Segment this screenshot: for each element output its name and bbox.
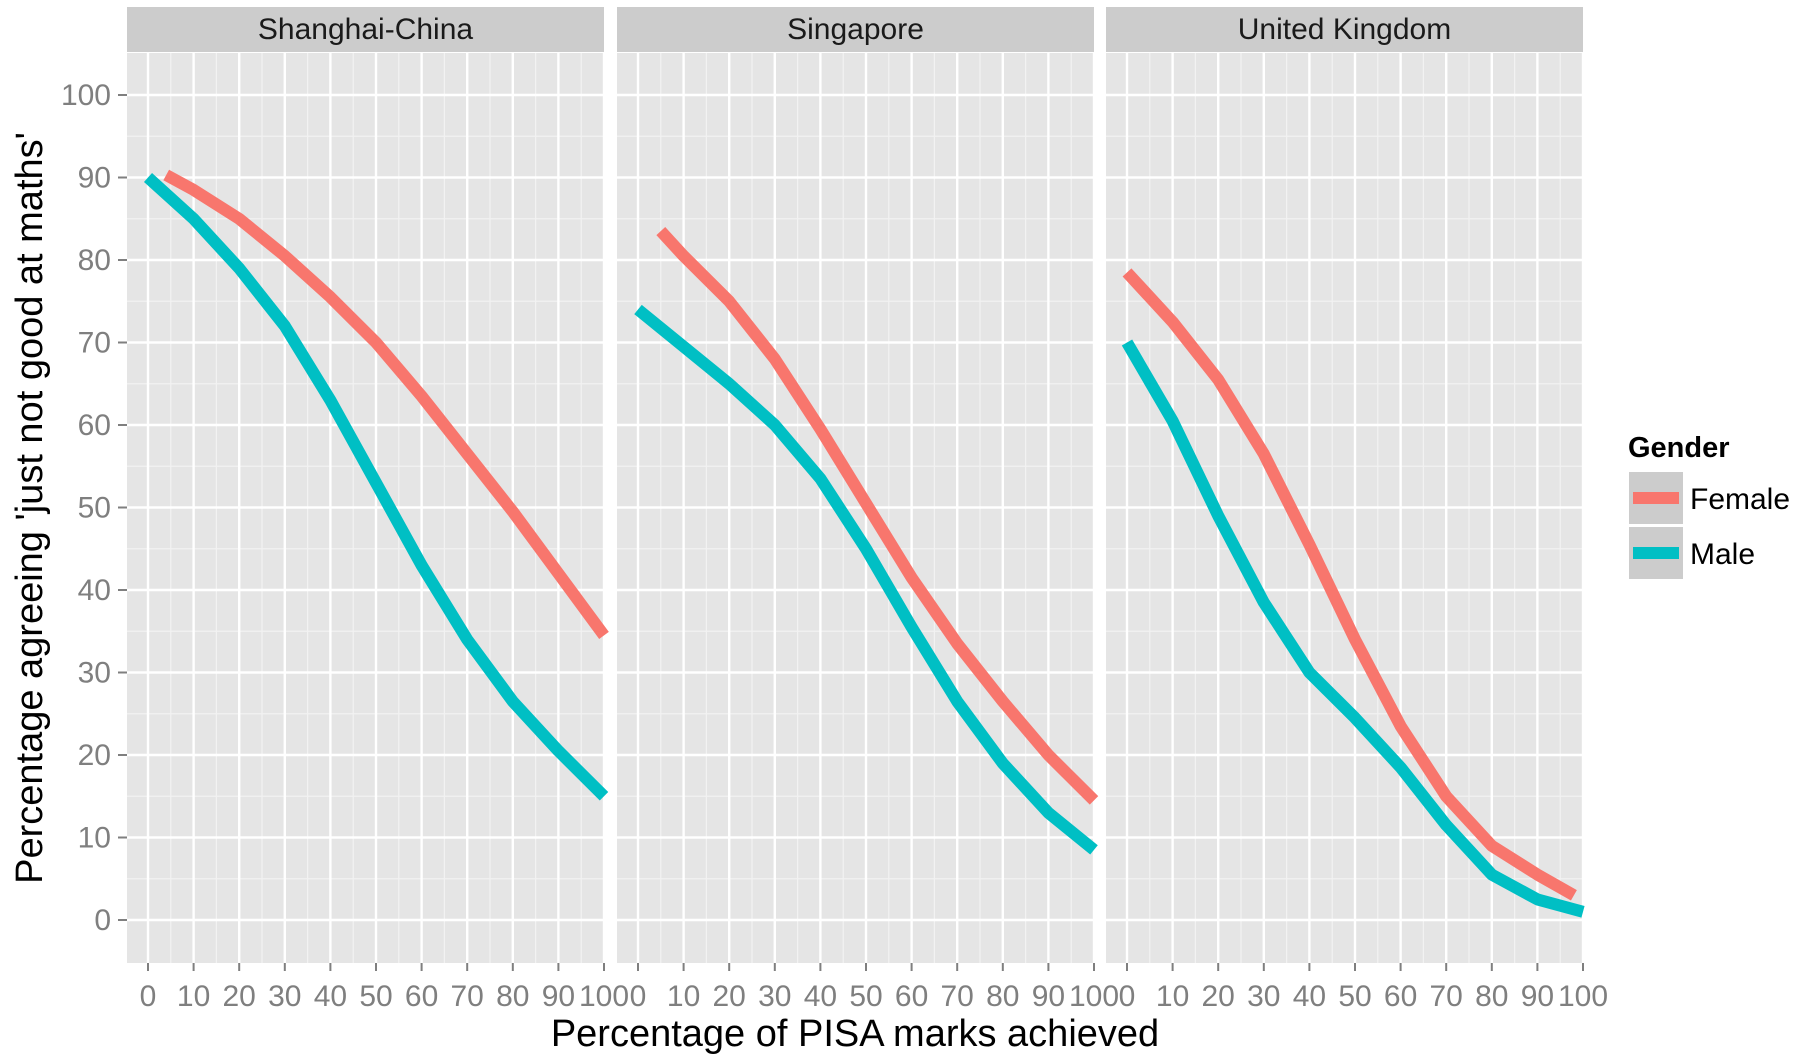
series-line-female [656,227,1099,805]
y-tick-label: 10 [78,822,111,855]
x-tick-label: 60 [895,980,928,1013]
x-axis-title: Percentage of PISA marks achieved [551,1013,1159,1054]
x-tick-label: 10 [667,980,700,1013]
legend-title: Gender [1628,432,1730,464]
y-tick-label: 40 [78,574,111,607]
y-axis-title: Percentage agreeing 'just not good at ma… [9,132,51,884]
x-tick-label: 60 [405,980,438,1013]
strip-background [127,7,604,52]
series-line-female [1122,268,1577,901]
x-tick-label: 20 [713,980,746,1013]
facet-panel: Singapore 0 10 20 30 40 50 60 70 80 90 100 [617,7,1119,1013]
facet-title: Shanghai-China [258,13,473,46]
x-tick-label: 100 [1558,980,1608,1013]
x-tick-label: 80 [496,980,529,1013]
legend: Gender Female Male [1628,432,1790,579]
series-line-male [634,304,1098,855]
y-tick-label: 30 [78,657,111,690]
facet-panel: Shanghai-China 0 10 20 30 40 50 60 70 80 90 100 [127,7,629,1013]
x-tick-label: 100 [1069,980,1119,1013]
facet-panel: United Kingdom 0 10 20 30 40 50 60 70 80 90 100 [1106,7,1608,1013]
x-tick-label: 10 [1156,980,1189,1013]
x-tick-label: 0 [630,980,647,1013]
y-tick-label: 0 [94,904,111,937]
x-tick-label: 20 [223,980,256,1013]
x-tick-label: 90 [542,980,575,1013]
x-tick-label: 60 [1384,980,1417,1013]
x-tick-label: 70 [941,980,974,1013]
x-tick-label: 90 [1032,980,1065,1013]
y-tick-label: 80 [78,244,111,277]
x-tick-label: 0 [1119,980,1136,1013]
x-tick-label: 70 [1430,980,1463,1013]
x-tick-label: 80 [986,980,1019,1013]
legend-label: Male [1690,538,1755,571]
facet-title: Singapore [787,13,924,46]
y-tick-label: 60 [78,409,111,442]
x-tick-label: 80 [1475,980,1508,1013]
x-tick-label: 40 [804,980,837,1013]
x-tick-label: 0 [140,980,157,1013]
x-tick-label: 50 [359,980,392,1013]
x-tick-label: 40 [314,980,347,1013]
facet-title: United Kingdom [1238,13,1451,46]
y-tick-label: 90 [78,162,111,195]
x-tick-label: 10 [177,980,210,1013]
series-line-female [163,169,609,639]
x-tick-label: 70 [451,980,484,1013]
x-tick-label: 90 [1521,980,1554,1013]
x-tick-label: 30 [268,980,301,1013]
x-tick-label: 50 [1338,980,1371,1013]
x-tick-label: 100 [579,980,629,1013]
y-tick-label: 20 [78,739,111,772]
x-tick-label: 30 [758,980,791,1013]
strip-background [617,7,1094,52]
legend-label: Female [1690,483,1790,516]
series-line-male [1121,339,1585,918]
x-tick-label: 30 [1247,980,1280,1013]
x-tick-label: 40 [1293,980,1326,1013]
x-tick-label: 20 [1202,980,1235,1013]
y-tick-label: 70 [78,327,111,360]
x-tick-label: 50 [849,980,882,1013]
strip-background [1106,7,1583,52]
y-tick-label: 50 [78,492,111,525]
series-line-male [143,173,609,801]
y-tick-label: 100 [61,79,111,112]
